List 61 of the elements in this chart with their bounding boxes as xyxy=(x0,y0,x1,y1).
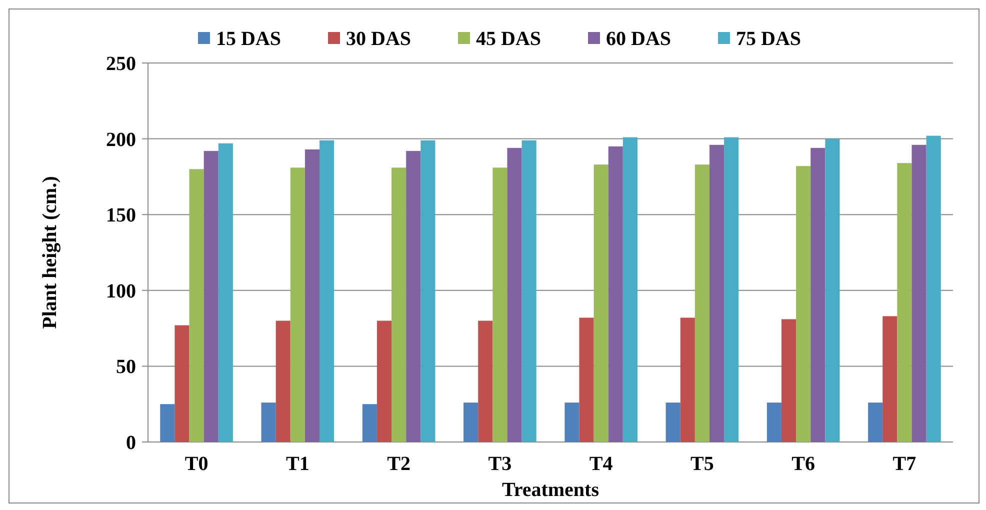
x-tick-label: T5 xyxy=(690,453,714,475)
bar xyxy=(781,319,796,442)
bar xyxy=(564,402,580,442)
bar xyxy=(897,163,912,442)
y-axis-title: Plant height (cm.) xyxy=(39,176,61,329)
x-tick-label: T3 xyxy=(488,453,512,475)
bar xyxy=(290,168,305,442)
bar xyxy=(406,150,421,442)
x-tick-label: T0 xyxy=(184,453,208,475)
bar xyxy=(160,404,175,442)
bar xyxy=(680,318,695,442)
bar xyxy=(926,136,941,442)
y-tick-label: 250 xyxy=(106,53,136,75)
bar xyxy=(579,318,594,442)
legend-label: 30 DAS xyxy=(346,28,412,50)
bar xyxy=(709,144,724,442)
legend-label: 60 DAS xyxy=(606,28,672,50)
bar xyxy=(362,404,377,442)
bar xyxy=(694,164,710,442)
bar xyxy=(882,316,898,442)
bar xyxy=(218,143,233,442)
bar xyxy=(507,148,522,442)
bar xyxy=(174,325,190,442)
x-axis-title: Treatments xyxy=(502,479,600,501)
x-tick-label: T7 xyxy=(892,453,916,475)
bar xyxy=(261,402,276,442)
bar xyxy=(666,402,680,442)
y-tick-label: 50 xyxy=(116,356,136,378)
bar xyxy=(912,144,926,442)
bar xyxy=(608,146,623,442)
legend-label: 15 DAS xyxy=(216,28,282,50)
bar xyxy=(810,148,826,442)
y-tick-label: 0 xyxy=(126,432,136,454)
bar xyxy=(392,168,406,442)
bar xyxy=(796,166,811,442)
bar xyxy=(825,138,840,442)
x-tick-label: T4 xyxy=(589,453,613,475)
bar xyxy=(868,402,883,442)
bar xyxy=(766,402,782,442)
bar xyxy=(522,140,536,442)
bar xyxy=(304,149,320,442)
bar xyxy=(189,169,204,442)
x-tick-label: T2 xyxy=(387,453,410,475)
legend-label: 45 DAS xyxy=(476,28,542,50)
bar xyxy=(376,320,392,442)
legend-label: 75 DAS xyxy=(736,28,802,50)
bar xyxy=(622,137,638,442)
bar xyxy=(464,402,478,442)
bar xyxy=(420,140,436,442)
y-tick-label: 200 xyxy=(106,128,136,151)
bar xyxy=(724,137,739,442)
bar xyxy=(320,140,334,442)
x-tick-label: T1 xyxy=(286,453,310,475)
y-tick-label: 100 xyxy=(106,280,136,302)
bar xyxy=(594,164,608,442)
x-tick-label: T6 xyxy=(792,453,815,475)
bar xyxy=(478,320,493,442)
bar xyxy=(204,150,218,442)
y-tick-label: 150 xyxy=(106,204,136,227)
bar xyxy=(492,168,508,442)
bar xyxy=(276,320,290,442)
